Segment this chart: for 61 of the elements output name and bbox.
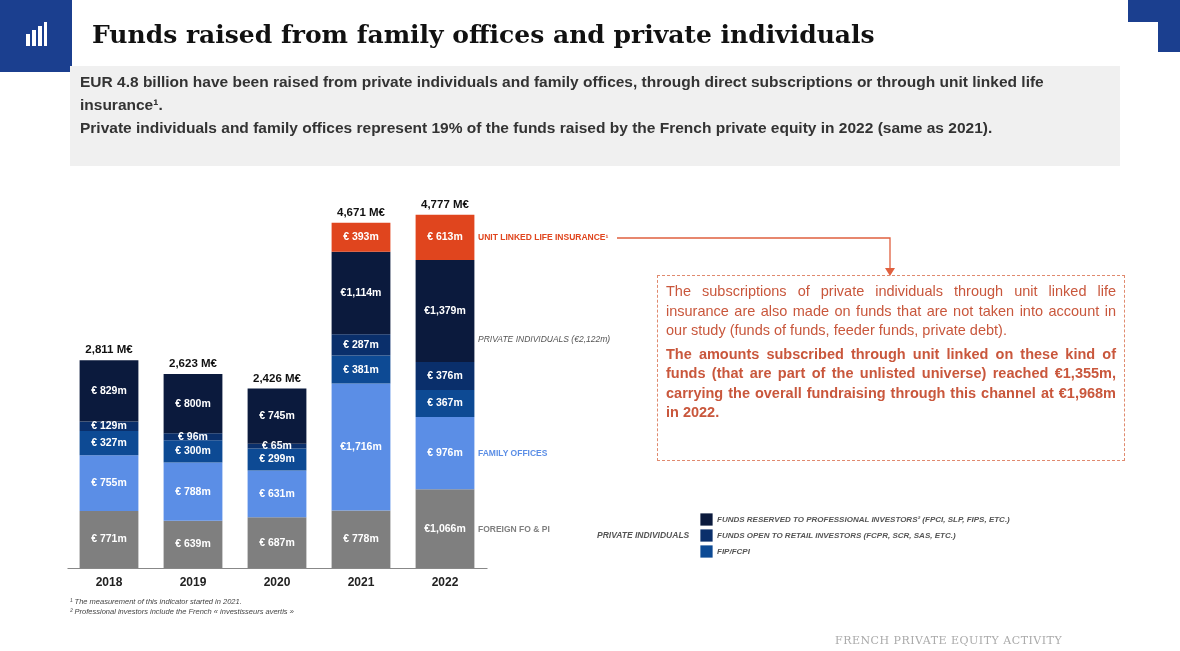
bar	[415, 260, 475, 363]
data-label: € 299m	[259, 452, 295, 465]
data-label: € 771m	[91, 532, 127, 545]
text: The amounts subscribed through unit linked on these kind of funds (that are part of the unlisted universe) reached €1,355m, carrying the overall fundraising through this channel at €1,968m in 2022.	[666, 344, 1116, 422]
data-label: € 327m	[91, 436, 127, 449]
data-label: € 129m	[91, 419, 127, 432]
legend-title: PRIVATE INDIVIDUALS	[597, 530, 690, 540]
bar	[79, 360, 139, 422]
data-label: € 287m	[343, 337, 379, 350]
data-label: €1,716m	[340, 440, 382, 453]
data-label: €1,114m	[340, 286, 382, 299]
x-tick-label: 2019	[179, 574, 207, 589]
legend-label: FIP/FCPI	[717, 546, 751, 556]
legend-label: FUNDS RESERVED TO PROFESSIONAL INVESTORS² (FPCI, SLP, FIPS, ETC.)	[717, 514, 1011, 524]
annotation: PRIVATE INDIVIDUALS (€2,122m)	[478, 333, 611, 344]
x-tick-label: 2021	[347, 574, 375, 589]
text: EUR 4.8 billion have been raised from private individuals and family offices, through direct subscriptions or through unit linked life insurance¹. Private individuals and family offices represent 19% of the funds raised by the French private equity in 2022 (same as 2021).	[70, 66, 1120, 166]
text: The subscriptions of private individuals through unit linked life insurance are also made on funds that are not taken into account in our study (funds of funds, feeder funds, private debt).	[666, 282, 1116, 340]
chart-title: Funds raised from family offices and private individuals	[92, 20, 875, 49]
series-label: UNIT LINKED LIFE INSURANCE¹	[478, 232, 609, 243]
legend-label: FUNDS OPEN TO RETAIL INVESTORS (FCPR, SCR, SAS, ETC.)	[717, 530, 956, 540]
data-label: € 376m	[427, 368, 463, 381]
data-label: € 613m	[427, 230, 463, 243]
data-label: € 639m	[175, 537, 211, 550]
series-label: FOREIGN FO & PI	[478, 523, 550, 534]
data-label: € 788m	[175, 484, 211, 497]
data-label: € 829m	[91, 383, 127, 396]
text: FRENCH PRIVATE EQUITY ACTIVITY	[835, 634, 1063, 647]
series-label: FAMILY OFFICES	[478, 448, 548, 459]
bar	[163, 374, 223, 434]
bar	[331, 355, 391, 384]
total-label: 4,671 M€	[337, 205, 386, 218]
data-label: € 800m	[175, 396, 211, 409]
data-label: € 687m	[259, 535, 295, 548]
bar	[331, 251, 391, 335]
x-tick-label: 2022	[431, 574, 459, 589]
data-label: € 300m	[175, 444, 211, 457]
data-label: € 381m	[343, 362, 379, 375]
data-label: € 393m	[343, 230, 379, 243]
bar	[163, 462, 223, 521]
bar	[331, 383, 391, 511]
data-label: € 96m	[178, 429, 208, 442]
data-label: €1,379m	[424, 304, 466, 317]
total-label: 2,426 M€	[253, 371, 302, 384]
bar	[415, 417, 475, 490]
data-label: € 755m	[91, 476, 127, 489]
data-label: € 745m	[259, 409, 295, 422]
data-label: € 778m	[343, 532, 379, 545]
bar	[79, 455, 139, 511]
bar	[247, 470, 307, 518]
total-label: 2,811 M€	[85, 343, 134, 356]
data-label: € 976m	[427, 446, 463, 459]
x-tick-label: 2018	[95, 574, 123, 589]
data-label: €1,066m	[424, 521, 466, 534]
total-label: 2,623 M€	[169, 357, 218, 370]
x-tick-label: 2020	[263, 574, 291, 589]
data-label: € 631m	[259, 486, 295, 499]
data-label: € 367m	[427, 396, 463, 409]
data-label: € 65m	[262, 439, 292, 452]
total-label: 4,777 M€	[421, 197, 470, 210]
bar	[415, 214, 475, 261]
